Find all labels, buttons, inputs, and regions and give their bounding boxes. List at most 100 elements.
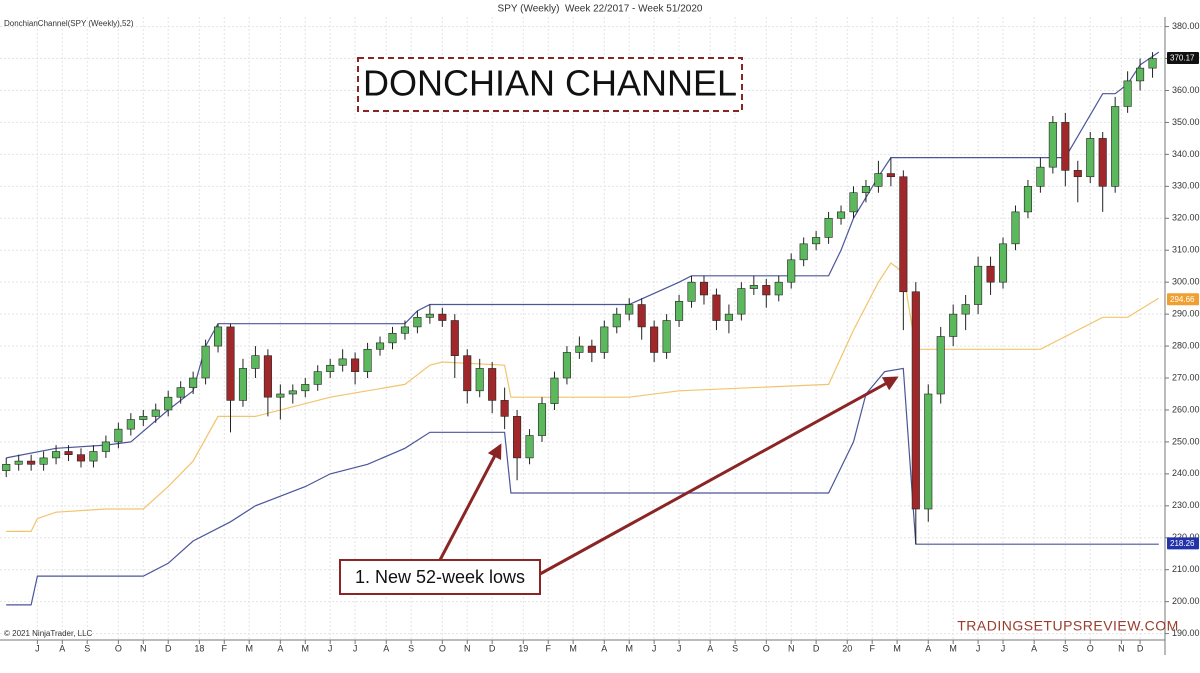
x-tick-label: O <box>115 643 122 653</box>
price-marker <box>1167 51 1199 64</box>
x-tick-label: F <box>869 643 875 653</box>
x-tick-label: O <box>439 643 446 653</box>
x-tick-label: F <box>545 643 551 653</box>
candle-body <box>911 291 920 510</box>
candle-body <box>1048 122 1057 168</box>
x-tick-label: J <box>353 643 358 653</box>
candle-body <box>288 390 297 395</box>
candle-body <box>1123 80 1132 107</box>
x-tick-label: M <box>302 643 310 653</box>
candle-body <box>799 243 808 261</box>
candle-body <box>675 301 684 321</box>
candle-body <box>537 403 547 436</box>
price-marker-label: 218.26 <box>1170 539 1195 548</box>
x-tick-label: J <box>35 643 40 653</box>
candle-body <box>263 355 272 398</box>
price-marker <box>1167 537 1199 550</box>
candle-body <box>313 371 322 385</box>
x-tick-label: A <box>925 643 931 653</box>
candle-body <box>787 259 796 283</box>
y-tick-label: 350.00 <box>1172 117 1200 127</box>
copyright: © 2021 NinjaTrader, LLC <box>4 629 93 638</box>
x-tick-label: F <box>222 643 228 653</box>
candle-body <box>1086 138 1095 178</box>
candle-body <box>238 368 248 401</box>
x-tick-label: O <box>1087 643 1094 653</box>
x-tick-label: N <box>1118 643 1125 653</box>
candle-body <box>600 326 609 353</box>
annotation-arrow <box>438 443 502 561</box>
y-tick-label: 310.00 <box>1172 245 1200 255</box>
channel-line <box>6 262 1160 532</box>
x-tick-label: 18 <box>194 643 204 653</box>
candle-body <box>27 460 36 465</box>
candle-body <box>52 451 61 459</box>
candle-body <box>363 348 372 372</box>
candle-body <box>525 435 534 459</box>
x-tick-label: S <box>732 643 738 653</box>
candle-body <box>749 285 758 289</box>
x-tick-label: 19 <box>518 643 528 653</box>
candle-body <box>500 400 509 417</box>
y-tick-label: 280.00 <box>1172 340 1200 350</box>
candle-body <box>637 304 646 328</box>
candle-body <box>575 345 584 353</box>
candle-body <box>724 313 733 321</box>
annotation: 1. New 52-week lows <box>355 567 525 587</box>
x-tick-label: A <box>601 643 607 653</box>
candle-body <box>475 368 484 392</box>
candle-body <box>400 326 409 334</box>
candle-body <box>812 237 821 245</box>
x-tick-label: A <box>707 643 713 653</box>
y-tick-label: 240.00 <box>1172 468 1200 478</box>
y-tick-label: 330.00 <box>1172 181 1200 191</box>
y-tick-label: 210.00 <box>1172 564 1200 574</box>
channel-line <box>6 367 1159 606</box>
candle-body <box>64 451 73 455</box>
x-tick-label: O <box>763 643 770 653</box>
annotation-box <box>339 559 541 595</box>
x-tick-label: D <box>489 643 496 653</box>
candle-body <box>737 288 746 315</box>
candle-body <box>924 393 933 510</box>
candle-body <box>2 463 11 471</box>
price-marker <box>1167 293 1199 306</box>
y-tick-label: 340.00 <box>1172 149 1200 159</box>
y-tick-label: 260.00 <box>1172 404 1200 414</box>
x-tick-label: J <box>677 643 682 653</box>
x-tick-label: M <box>893 643 901 653</box>
candle-body <box>712 294 721 321</box>
candle-body <box>762 285 771 296</box>
candle-body <box>824 217 833 238</box>
candle-body <box>874 173 883 187</box>
candle-body <box>612 313 621 328</box>
candle-body <box>301 384 310 392</box>
x-tick-label: N <box>464 643 471 653</box>
candle-body <box>699 281 709 296</box>
x-tick-label: D <box>813 643 820 653</box>
x-tick-label: J <box>976 643 981 653</box>
x-tick-label: D <box>1137 643 1144 653</box>
candle-body <box>550 377 559 404</box>
price-marker-label: 294.66 <box>1170 295 1195 304</box>
price-marker-label: 370.17 <box>1170 54 1195 63</box>
y-tick-label: 270.00 <box>1172 372 1200 382</box>
candle-body <box>1023 186 1032 213</box>
y-tick-label: 220.00 <box>1172 532 1200 542</box>
headline: DONCHIAN CHANNEL <box>363 63 737 104</box>
x-tick-label: M <box>569 643 577 653</box>
candle-body <box>214 326 223 347</box>
y-tick-label: 190.00 <box>1172 628 1200 638</box>
x-tick-label: A <box>59 643 65 653</box>
plot-area <box>2 51 1160 606</box>
y-tick-label: 250.00 <box>1172 436 1200 446</box>
candle-body <box>1098 138 1107 187</box>
candle-body <box>886 173 895 178</box>
annotation-arrow <box>539 376 899 576</box>
candle-body <box>562 352 571 379</box>
candle-body <box>650 326 659 353</box>
x-tick-label: 20 <box>842 643 852 653</box>
candle-body <box>139 416 148 420</box>
candle-body <box>587 345 596 353</box>
